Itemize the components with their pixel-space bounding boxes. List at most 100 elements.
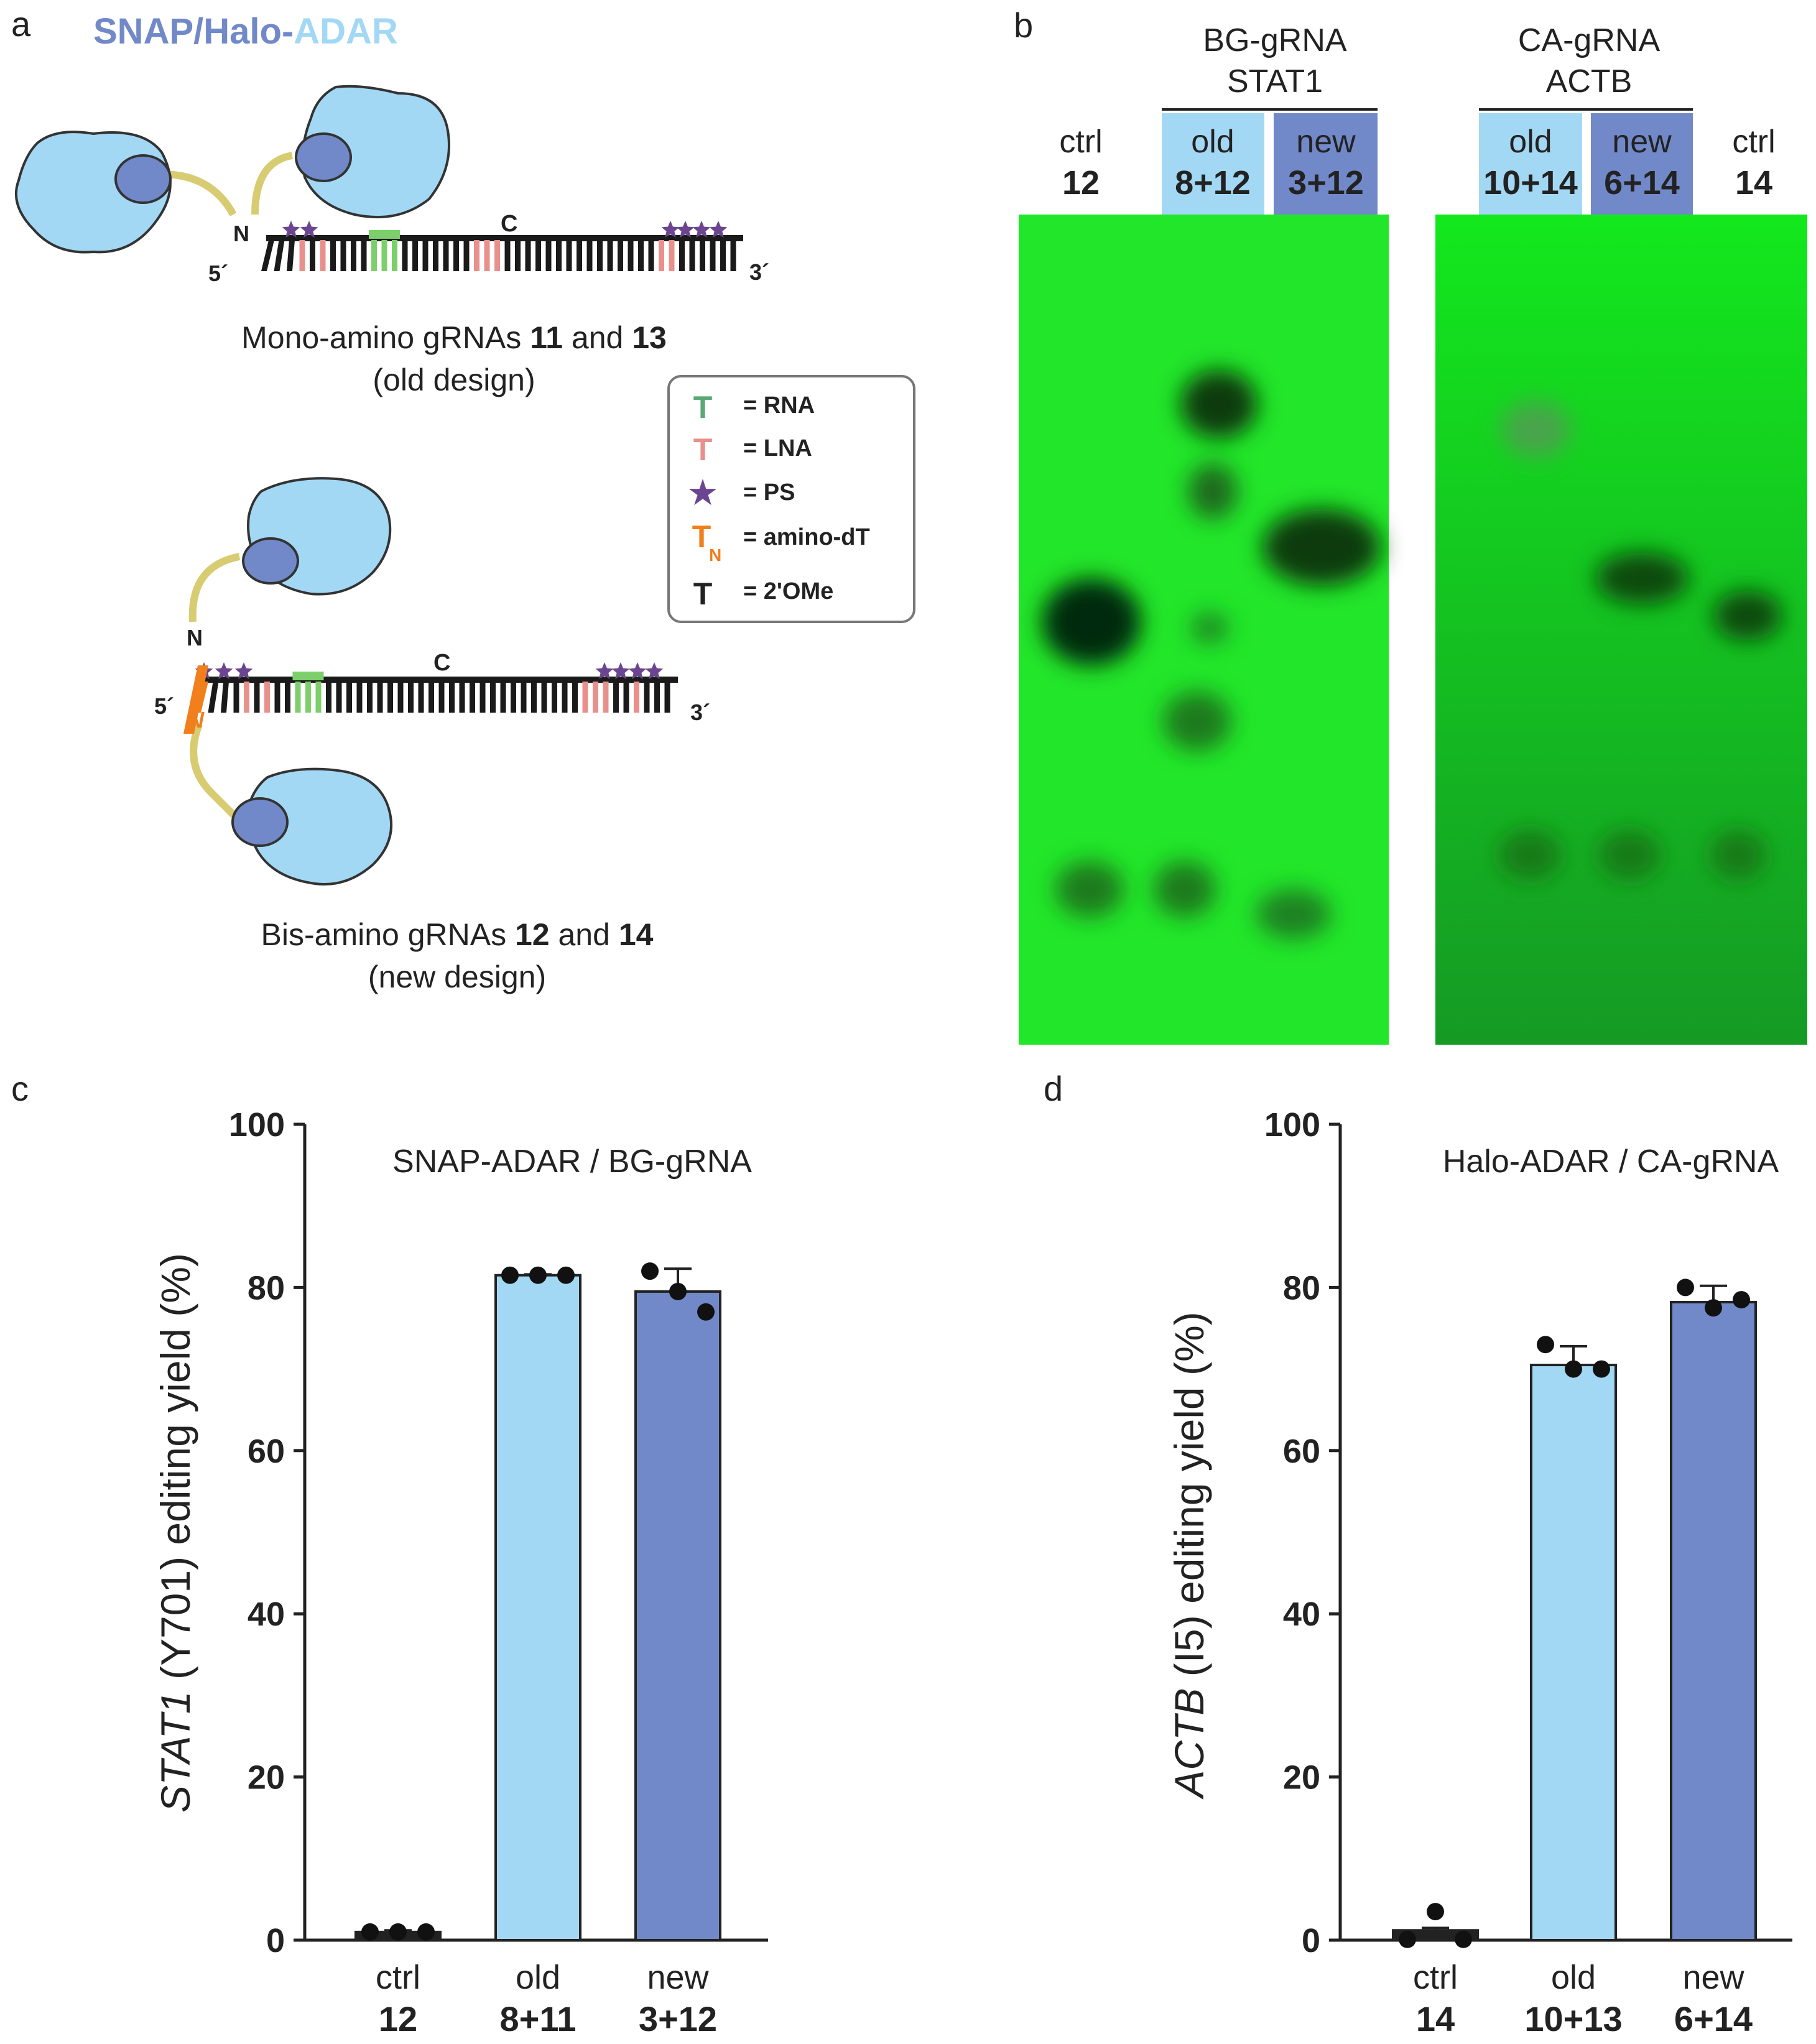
ps-star: [282, 221, 300, 238]
panel-label-c: c: [11, 1069, 29, 1108]
y-tick-label: 0: [1302, 1922, 1320, 1959]
legend-lna: = LNA: [743, 435, 812, 461]
band-dye-2: [1154, 861, 1216, 917]
ps-star: [661, 221, 680, 238]
nucleotide: [336, 682, 342, 713]
chart-d-ylabel: ACTB (I5) editing yield (%): [1166, 1311, 1212, 1800]
nucleotide: [418, 682, 424, 713]
nucleotide: [340, 240, 346, 271]
nucleotide: [511, 682, 516, 713]
bar-old: [494, 1274, 581, 1941]
x-label-top: new: [1682, 1959, 1744, 1996]
y-tick-label: 80: [248, 1269, 285, 1306]
lane-old-highlight-1: [1162, 113, 1264, 215]
band-dye-6: [1710, 830, 1766, 880]
nucleotide: [669, 240, 675, 271]
nucleotide: [356, 682, 363, 713]
nucleotide: [470, 682, 475, 713]
ps-star: [628, 662, 647, 680]
nucleotide: [422, 240, 429, 271]
lane1-top: ctrl: [1059, 124, 1102, 160]
title-snap-halo: SNAP/Halo-: [93, 11, 294, 52]
lane5-bottom: 6+14: [1604, 164, 1680, 201]
nucleotide: [463, 240, 470, 271]
data-point: [529, 1266, 547, 1284]
nucleotide: [377, 682, 383, 713]
nucleotide: [623, 682, 629, 713]
nucleotide: [597, 240, 603, 271]
nucleotide: [634, 682, 639, 713]
nucleotide: [433, 240, 438, 271]
chart-d-title: Halo-ADAR / CA-gRNA: [1443, 1144, 1779, 1180]
linker-bottom: [190, 723, 243, 824]
nucleotide: [562, 682, 568, 713]
nucleotide: [310, 240, 315, 271]
mono-grna-strand: [261, 221, 743, 271]
ps-star: [645, 662, 664, 680]
x-label-bottom: 6+14: [1674, 1999, 1753, 2038]
data-point: [1455, 1930, 1472, 1948]
ps-star: [676, 221, 695, 238]
group1-line1: BG-gRNA: [1203, 22, 1346, 58]
amino-sub-n: N: [709, 545, 721, 565]
nucleotide: [351, 240, 356, 271]
nucleotide: [679, 240, 685, 271]
x-label-bottom: 14: [1416, 1999, 1455, 2038]
data-point: [1565, 1360, 1582, 1378]
y-tick-label: 100: [1264, 1106, 1320, 1144]
x-label-top: old: [516, 1959, 560, 1996]
linker-left: [161, 170, 237, 216]
x-label-top: ctrl: [1413, 1959, 1458, 1996]
band-old-conj-2: [1502, 401, 1570, 457]
lane4-bottom: 10+14: [1483, 164, 1578, 201]
nucleotide: [320, 240, 326, 271]
bar-old: [1530, 1364, 1617, 1942]
x-label-bottom: 3+12: [639, 1999, 717, 2038]
data-point: [1427, 1903, 1444, 1921]
nucleotide: [330, 240, 336, 271]
rna-t-icon: T: [693, 390, 713, 425]
nucleotide: [381, 240, 387, 271]
nucleotide: [484, 240, 490, 271]
nucleotide: [654, 682, 660, 713]
gel-image-stat1: [1019, 215, 1389, 1045]
nucleotide: [264, 682, 270, 713]
data-point: [1537, 1336, 1554, 1354]
nucleotide: [479, 682, 486, 713]
nucleotide: [361, 240, 367, 271]
data-point: [1677, 1279, 1694, 1297]
nucleotide: [449, 682, 455, 713]
nucleotide: [371, 240, 377, 271]
mono-amino-diagram: N C 5´ 3´ Mono-amino gRNAs 11 and 13 (ol…: [14, 85, 769, 397]
nucleotide: [453, 240, 459, 271]
nucleotide: [459, 682, 465, 713]
nucleotide: [659, 240, 664, 271]
linker-right: [251, 152, 294, 215]
chart-actb-editing: Halo-ADAR / CA-gRNA ACTB (I5) editing yi…: [1166, 1106, 1792, 2038]
data-point: [557, 1266, 575, 1284]
nucleotide: [552, 682, 557, 713]
nucleotide: [397, 682, 404, 713]
nucleotide: [720, 240, 726, 271]
panel-label-b: b: [1014, 6, 1033, 45]
bis-three-prime: 3´: [690, 700, 710, 725]
ps-star: [692, 221, 711, 238]
nucleotide: [628, 240, 634, 271]
x-label-bottom: 8+11: [499, 1999, 576, 2038]
nucleotide: [244, 682, 249, 713]
nucleotide: [392, 240, 397, 271]
x-label-bottom: 10+13: [1524, 1999, 1622, 2038]
y-tick-label: 0: [266, 1922, 285, 1959]
mono-caption-line2: (old design): [373, 363, 535, 397]
lane3-bottom: 3+12: [1288, 164, 1364, 201]
band-dye-3: [1256, 889, 1331, 939]
chart-c-ylabel: STAT1 (Y701) editing yield (%): [152, 1253, 198, 1813]
gel2-bands: [1499, 401, 1782, 880]
band-old-mid: [1188, 463, 1238, 519]
nucleotide: [402, 240, 408, 271]
panel-label-a: a: [11, 4, 31, 44]
lane5-top: new: [1612, 124, 1672, 160]
data-point: [1705, 1299, 1722, 1317]
panel-label-d: d: [1044, 1069, 1063, 1108]
bis-caption-line2: (new design): [368, 960, 546, 994]
